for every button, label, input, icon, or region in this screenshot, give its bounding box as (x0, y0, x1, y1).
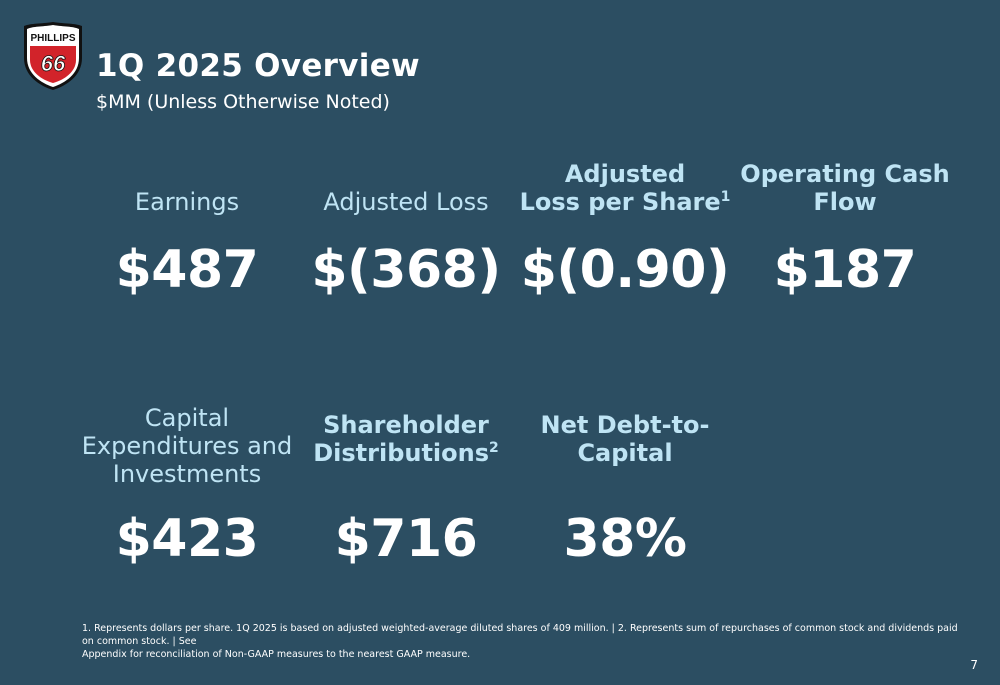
metric-capital-expenditures: Capital Expenditures and Investments $42… (62, 404, 312, 574)
metric-label: Adjusted Loss per Share1 (519, 160, 731, 216)
metric-label: Net Debt-to- Capital (540, 411, 710, 467)
footnote-marker: 1 (720, 189, 731, 205)
metric-value: $(0.90) (520, 240, 730, 300)
metric-value: $(368) (311, 240, 501, 300)
footnote-line-1: 1. Represents dollars per share. 1Q 2025… (82, 623, 958, 647)
metric-label: Shareholder Distributions2 (313, 411, 499, 467)
metric-net-debt-to-capital: Net Debt-to- Capital 38% (500, 404, 750, 574)
metric-value: $423 (115, 509, 259, 569)
phillips-66-logo: PHILLIPS 66 (24, 22, 82, 90)
page-number: 7 (970, 658, 978, 672)
metric-value: $716 (334, 509, 478, 569)
metric-value: $487 (115, 240, 259, 300)
metric-label: Capital Expenditures and Investments (81, 404, 293, 488)
metric-label: Earnings (134, 188, 240, 216)
metric-shareholder-distributions: Shareholder Distributions2 $716 (281, 404, 531, 574)
footnote: 1. Represents dollars per share. 1Q 2025… (82, 622, 962, 661)
footnote-marker: 2 (489, 440, 499, 456)
metric-earnings: Earnings $487 (62, 160, 312, 300)
logo-top-text: PHILLIPS (30, 33, 75, 44)
metric-operating-cash-flow: Operating Cash Flow $187 (720, 160, 970, 300)
metric-value: $187 (773, 240, 917, 300)
metric-adjusted-loss: Adjusted Loss $(368) (281, 160, 531, 300)
metric-label: Adjusted Loss (323, 188, 489, 216)
page-title: 1Q 2025 Overview (96, 48, 420, 84)
footnote-line-2: Appendix for reconciliation of Non-GAAP … (82, 649, 471, 660)
metric-label: Operating Cash Flow (740, 160, 950, 216)
page-subtitle: $MM (Unless Otherwise Noted) (96, 91, 390, 113)
metric-adjusted-loss-per-share: Adjusted Loss per Share1 $(0.90) (500, 160, 750, 300)
logo-number: 66 (41, 51, 66, 76)
metric-value: 38% (563, 509, 687, 569)
